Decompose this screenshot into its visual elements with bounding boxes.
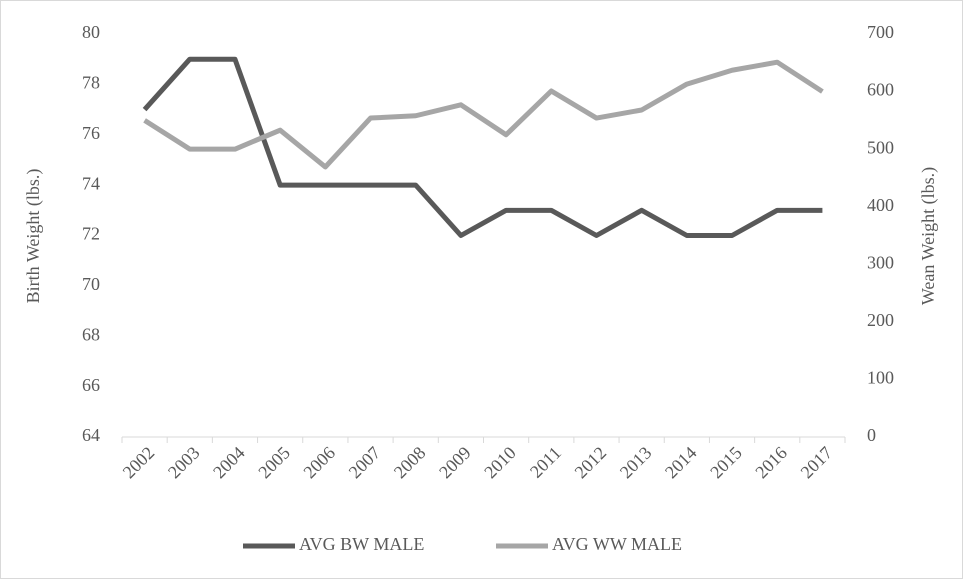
y2-tick-label: 0 <box>867 425 876 445</box>
y-axis-label: Birth Weight (lbs.) <box>23 169 44 304</box>
y2-tick-label: 500 <box>867 137 894 157</box>
y-tick-label: 66 <box>82 375 100 395</box>
y-tick-label: 76 <box>82 123 100 143</box>
y2-tick-label: 300 <box>867 252 894 272</box>
y-tick-label: 80 <box>82 22 100 42</box>
legend-label: AVG WW MALE <box>552 534 682 554</box>
y-tick-label: 78 <box>82 73 100 93</box>
y-tick-label: 70 <box>82 274 100 294</box>
y-tick-label: 74 <box>82 173 100 193</box>
y-tick-label: 68 <box>82 324 100 344</box>
y2-tick-label: 600 <box>867 80 894 100</box>
y-tick-label: 64 <box>82 425 100 445</box>
y2-tick-label: 700 <box>867 22 894 42</box>
legend-label: AVG BW MALE <box>299 534 424 554</box>
y2-tick-label: 200 <box>867 310 894 330</box>
y2-axis-label: Wean Weight (lbs.) <box>918 167 939 305</box>
y2-tick-label: 100 <box>867 368 894 388</box>
y2-tick-label: 400 <box>867 195 894 215</box>
series-line <box>143 59 824 170</box>
series-line <box>142 56 823 238</box>
y-tick-label: 72 <box>82 224 100 244</box>
